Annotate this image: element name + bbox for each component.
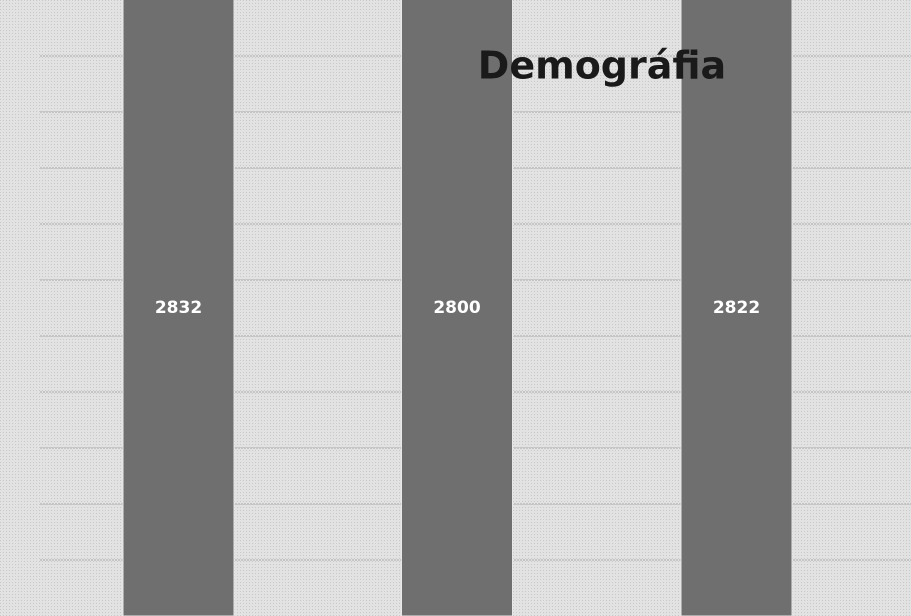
bar-segment	[122, 0, 235, 616]
data-label: 2822	[713, 298, 760, 318]
bar-segment	[401, 0, 513, 616]
data-label: 2800	[433, 298, 480, 318]
chart-title: Demográfia	[478, 44, 726, 88]
bar-segment	[680, 0, 793, 616]
data-label: 2832	[155, 298, 202, 318]
